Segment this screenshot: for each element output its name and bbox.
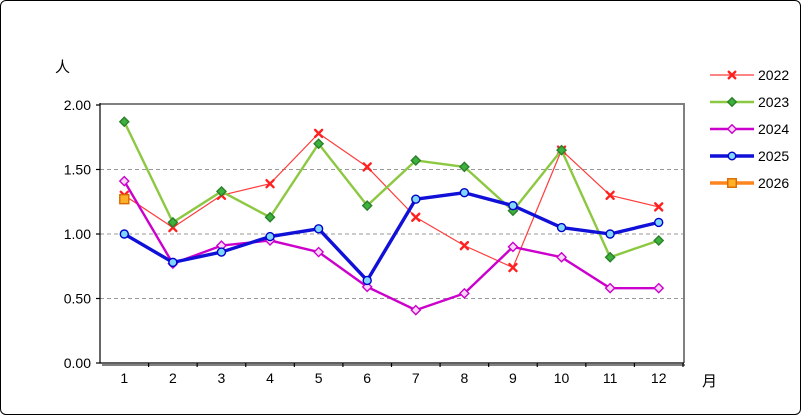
series-2024-marker — [361, 281, 373, 293]
series-2022-line — [123, 132, 660, 269]
x-tick-label: 11 — [603, 370, 618, 386]
x-tick-label: 3 — [218, 370, 226, 386]
series-2023-marker — [313, 138, 325, 150]
series-2023-marker — [458, 161, 470, 173]
series-2023-marker — [653, 234, 665, 246]
x-tick-label: 12 — [651, 370, 667, 386]
legend-swatch-2024 — [710, 123, 754, 134]
x-tick-label: 1 — [120, 370, 128, 386]
series-2023-marker — [118, 116, 130, 128]
series-2022-marker — [605, 190, 615, 200]
series-2026 — [119, 193, 130, 205]
series-2025-marker — [216, 247, 227, 257]
series-2025-marker — [362, 275, 372, 286]
legend-swatch-2026 — [710, 177, 754, 188]
series-2024-marker — [604, 282, 616, 294]
x-tick-label: 2 — [169, 370, 177, 386]
series-2025-marker — [265, 231, 275, 242]
series-2025-marker — [411, 194, 421, 204]
series-2022-marker — [654, 202, 664, 212]
series-2023-marker — [604, 251, 616, 263]
series-2023-marker — [556, 144, 568, 156]
series-2024-marker — [556, 251, 568, 263]
series-2022-marker — [362, 162, 372, 172]
legend-item-2022: 2022 — [709, 61, 789, 88]
series-2025-marker — [654, 217, 664, 228]
series-2025-marker — [313, 224, 324, 234]
series-2022-marker — [265, 178, 275, 189]
y-axis-title: 人 — [55, 59, 72, 76]
series-2022 — [119, 128, 664, 273]
x-tick-label: 8 — [460, 370, 468, 386]
series-2024-marker — [726, 123, 738, 134]
series-2025-line — [122, 191, 661, 283]
x-tick-label: 10 — [554, 370, 570, 386]
series-2023-marker — [410, 154, 422, 166]
series-2024-marker — [458, 287, 470, 299]
plot-border-gray — [100, 103, 685, 363]
series-2023-marker — [726, 96, 738, 107]
legend-item-2024: 2024 — [709, 115, 789, 142]
x-tick-label: 6 — [363, 370, 371, 386]
series-2025-marker — [459, 188, 470, 198]
y-tick-label: 0.00 — [64, 355, 91, 371]
x-tick-label: 9 — [509, 370, 517, 386]
y-tick-label: 2.00 — [64, 97, 91, 113]
legend-swatch-2025 — [710, 151, 754, 160]
series-2025-marker — [119, 229, 129, 239]
series-2024-line — [123, 179, 660, 312]
series-2022-marker — [508, 262, 518, 273]
legend-label-2022: 2022 — [758, 66, 790, 83]
legend-label-2024: 2024 — [758, 120, 790, 137]
series-2022-marker — [313, 128, 324, 139]
legend-swatch-2022 — [710, 70, 754, 79]
series-2024-marker — [653, 282, 665, 294]
legend-item-2026: 2026 — [709, 169, 789, 196]
series-2024-marker — [118, 175, 130, 187]
series-2024-marker — [410, 304, 422, 316]
series-2024-marker — [507, 241, 519, 253]
series-2025-marker — [168, 257, 178, 268]
x-tick-label: 5 — [315, 370, 323, 386]
series-2025 — [119, 188, 664, 286]
series-2025-marker — [556, 222, 567, 233]
series-2023-marker — [361, 200, 373, 212]
series-2024-marker — [313, 246, 325, 258]
series-2023-marker — [264, 211, 276, 223]
legend: 2022 2023 2024 2025 2026 — [709, 61, 789, 196]
y-tick-label: 1.50 — [64, 162, 91, 178]
legend-label-2023: 2023 — [758, 93, 790, 110]
series-2025-marker — [508, 200, 518, 211]
legend-label-2025: 2025 — [758, 147, 790, 164]
series-2025-marker — [605, 229, 615, 239]
series-2023-marker — [215, 185, 227, 197]
series-2023-marker — [167, 216, 179, 228]
legend-swatch-2023 — [710, 96, 754, 107]
x-tick-label: 7 — [412, 370, 420, 386]
series-2023 — [118, 116, 665, 263]
y-tick-label: 1.00 — [64, 226, 91, 242]
series-2022-marker — [459, 240, 470, 251]
series-2026-marker — [119, 193, 130, 205]
series-2022-marker — [411, 212, 421, 222]
series-2026-marker — [727, 177, 737, 188]
y-tick-label: 0.50 — [64, 291, 91, 307]
series-2023-line — [123, 120, 660, 259]
legend-item-2023: 2023 — [709, 88, 789, 115]
legend-label-2026: 2026 — [758, 174, 790, 191]
x-tick-label: 4 — [266, 370, 274, 386]
series-2025-marker — [727, 151, 737, 160]
x-axis-title: 月 — [702, 373, 718, 390]
legend-item-2025: 2025 — [709, 142, 789, 169]
series-2022-marker — [727, 70, 737, 79]
